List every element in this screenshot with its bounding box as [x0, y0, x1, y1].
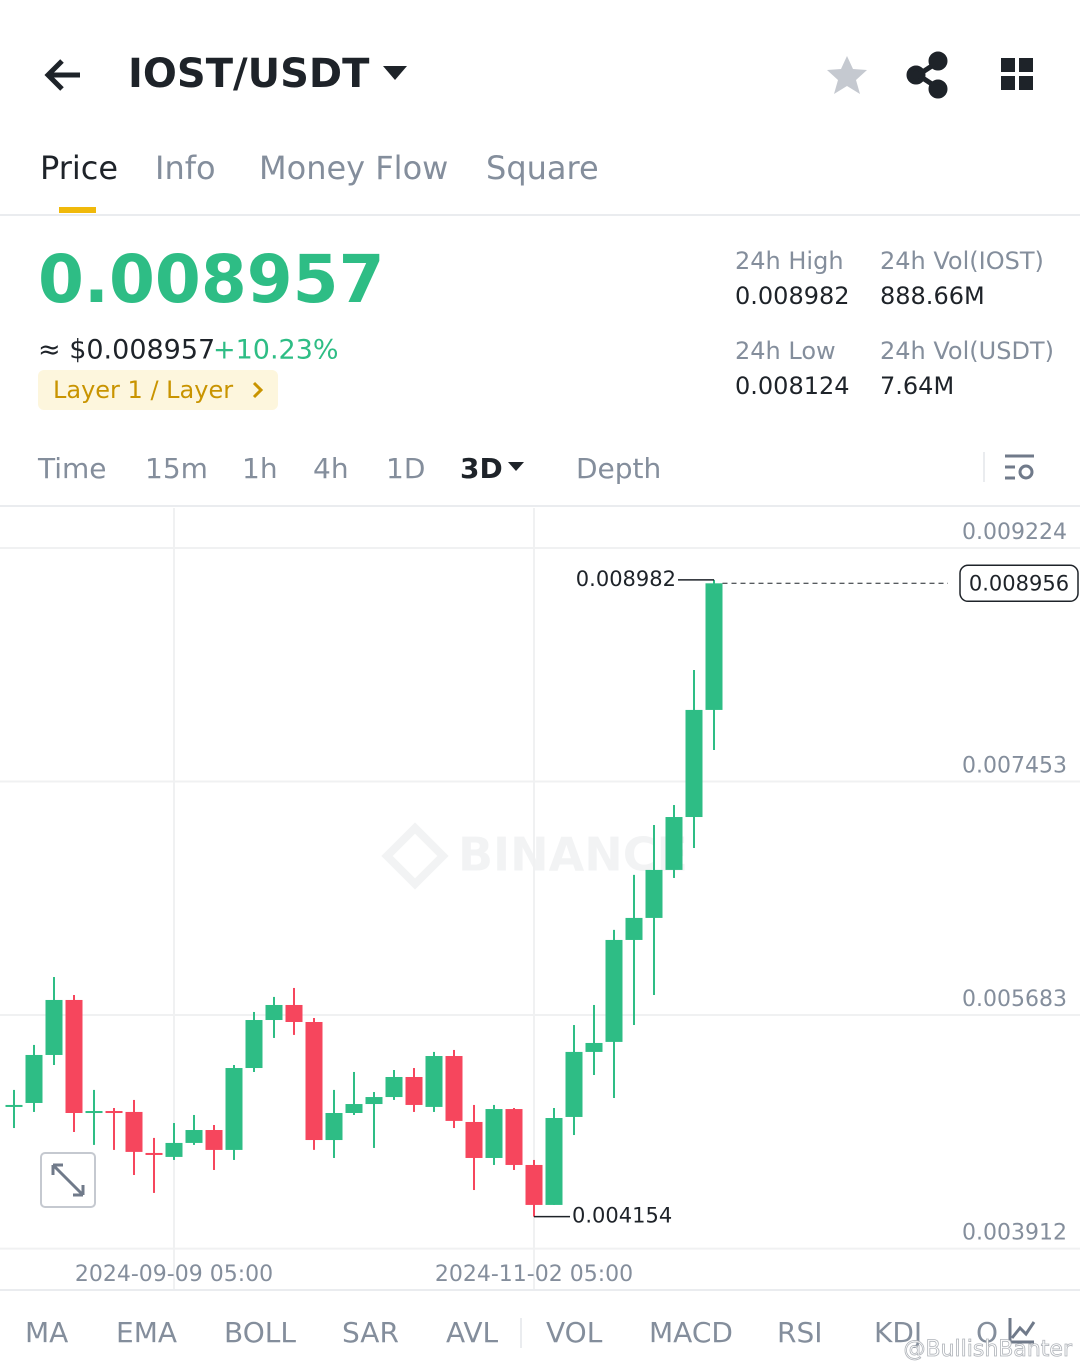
- candle-body: [585, 1042, 603, 1052]
- candle-body: [145, 1152, 163, 1155]
- timeframe[interactable]: 3D: [460, 452, 503, 485]
- fullscreen-icon: [51, 1163, 85, 1197]
- candle-body: [45, 999, 63, 1055]
- last-price-tag: [959, 564, 1079, 603]
- candle-body: [85, 1111, 103, 1114]
- x-tick-label: 2024-11-02 05:00: [435, 1262, 633, 1287]
- candle-body: [325, 1112, 343, 1141]
- candle-body: [505, 1109, 523, 1165]
- y-tick-label: 0.003912: [962, 1221, 1067, 1246]
- favorite-icon[interactable]: [827, 56, 867, 94]
- candle-body: [605, 939, 623, 1042]
- candle-body: [465, 1121, 483, 1158]
- indicator[interactable]: VOL: [546, 1316, 603, 1349]
- indicator[interactable]: AVL: [446, 1316, 499, 1349]
- tab[interactable]: Square: [486, 149, 599, 187]
- grid-menu-icon[interactable]: [1001, 58, 1033, 90]
- stat-label: 24h Vol(IOST): [880, 247, 1044, 275]
- candle-body: [185, 1130, 203, 1143]
- back-button[interactable]: [44, 59, 80, 91]
- stat-value: 0.008124: [735, 372, 850, 400]
- share-icon[interactable]: [906, 51, 948, 99]
- last-price-label: 0.008956: [969, 571, 1069, 595]
- tab-indicator: [59, 207, 96, 213]
- tab[interactable]: Info: [155, 149, 216, 187]
- timeframe[interactable]: 1D: [386, 452, 425, 485]
- tag-label[interactable]: Layer 1 / Layer: [53, 376, 233, 404]
- candle-body: [545, 1118, 563, 1205]
- tag-arrow: [252, 381, 264, 399]
- candle-body: [705, 583, 723, 710]
- candle-body: [685, 709, 703, 818]
- candle-body: [565, 1051, 583, 1117]
- candle-body: [385, 1076, 403, 1098]
- y-tick-label: 0.009224: [962, 520, 1067, 545]
- candle-body: [165, 1142, 183, 1157]
- high-label: 0.008982: [576, 567, 676, 591]
- candle-body: [525, 1164, 543, 1205]
- candlestick-chart: 0.009224 0.007453 0.005683 0.003912 2024-09-…: [0, 508, 1080, 1290]
- candle-body: [625, 917, 643, 940]
- indicator[interactable]: EMA: [116, 1316, 177, 1349]
- watermark-text: @BullishBanter: [903, 1337, 1072, 1362]
- timeframe[interactable]: 15m: [145, 452, 208, 485]
- indicator-settings-icon[interactable]: [1008, 1318, 1036, 1344]
- timeframe-dropdown[interactable]: [508, 462, 524, 471]
- indicator[interactable]: O: [976, 1316, 998, 1349]
- usd-price: ≈ $0.008957: [38, 335, 215, 366]
- stat-label: 24h High: [735, 247, 844, 275]
- stat-value: 7.64M: [880, 372, 954, 400]
- indicator[interactable]: MACD: [649, 1316, 733, 1349]
- candle-body: [105, 1111, 123, 1114]
- stat-label: 24h Low: [735, 337, 836, 365]
- indicator[interactable]: KDJ: [874, 1316, 922, 1349]
- stat-label: 24h Vol(USDT): [880, 337, 1054, 365]
- pair-title[interactable]: IOST/USDT: [128, 51, 370, 97]
- price-change: +10.23%: [213, 335, 339, 366]
- timeframe[interactable]: Depth: [576, 452, 661, 485]
- candle-body: [405, 1076, 423, 1105]
- y-tick-label: 0.005683: [962, 987, 1067, 1012]
- tab[interactable]: Price: [40, 149, 118, 187]
- stat-value: 0.008982: [735, 282, 850, 310]
- timeframe[interactable]: 4h: [313, 452, 349, 485]
- timeframe[interactable]: 1h: [242, 452, 278, 485]
- low-label: 0.004154: [572, 1204, 672, 1228]
- candle-body: [65, 999, 83, 1113]
- indicator[interactable]: RSI: [777, 1316, 823, 1349]
- x-tick-label: 2024-09-09 05:00: [75, 1262, 273, 1287]
- indicator[interactable]: SAR: [342, 1316, 399, 1349]
- candle-body: [25, 1054, 43, 1103]
- pair-dropdown[interactable]: [383, 66, 407, 80]
- candle-body: [265, 1004, 283, 1021]
- candle-body: [425, 1056, 443, 1107]
- indicator[interactable]: BOLL: [224, 1316, 296, 1349]
- chart-settings-icon[interactable]: [1005, 454, 1034, 480]
- candle-body: [5, 1104, 23, 1107]
- candle-body: [645, 869, 663, 918]
- candle-body: [245, 1020, 263, 1069]
- tag-chip[interactable]: [38, 370, 278, 410]
- timeframe[interactable]: Time: [37, 452, 107, 485]
- indicator[interactable]: MA: [25, 1316, 68, 1349]
- candle-body: [305, 1021, 323, 1141]
- candle-body: [365, 1097, 383, 1105]
- candle-body: [125, 1111, 143, 1152]
- tab[interactable]: Money Flow: [259, 149, 448, 187]
- y-tick-label: 0.007453: [962, 754, 1067, 779]
- stat-value: 888.66M: [880, 282, 985, 310]
- candle-body: [345, 1104, 363, 1113]
- candle-body: [665, 817, 683, 870]
- candle-body: [225, 1068, 243, 1150]
- candle-body: [485, 1109, 503, 1158]
- candle-body: [205, 1130, 223, 1150]
- candle-body: [445, 1056, 463, 1121]
- candle-body: [285, 1004, 303, 1022]
- last-price: 0.008957: [38, 241, 385, 318]
